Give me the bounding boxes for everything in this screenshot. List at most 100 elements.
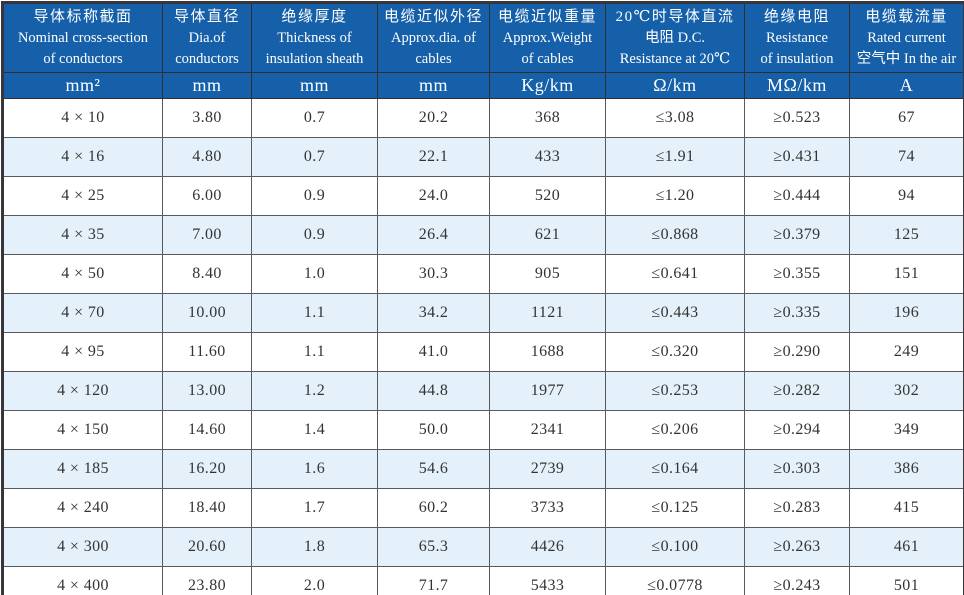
cell-approx-diameter: 34.2 xyxy=(377,293,490,333)
cell-approx-diameter: 20.2 xyxy=(377,98,490,138)
column-header-approx-diameter-line: 电缆近似外径 xyxy=(383,8,483,25)
cell-rated-current: 196 xyxy=(849,293,964,333)
cell-insulation-resistance: ≥0.282 xyxy=(744,371,850,411)
cell-conductor-diameter: 11.60 xyxy=(162,332,252,372)
cell-approx-weight: 1977 xyxy=(489,371,606,411)
cell-insulation-resistance: ≥0.335 xyxy=(744,293,850,333)
column-header-insulation-thickness: 绝缘厚度 Thickness of insulation sheath xyxy=(251,2,378,73)
cell-insulation-resistance: ≥0.431 xyxy=(744,137,850,177)
cell-approx-diameter: 54.6 xyxy=(377,449,490,489)
unit-cell-approx-weight: Kg/km xyxy=(489,72,606,99)
unit-cell-conductor-diameter: mm xyxy=(162,72,252,99)
column-header-insulation-resistance-line: Resistance xyxy=(765,29,828,46)
table-row: 4 × 35 7.00 0.9 26.4 621 ≤0.868 ≥0.379 125 xyxy=(2,215,964,255)
unit-row: mm² mm mm mm Kg/km Ω/km MΩ/km A xyxy=(2,72,964,99)
cell-conductor-diameter: 4.80 xyxy=(162,137,252,177)
cell-insulation-resistance: ≥0.355 xyxy=(744,254,850,294)
cell-rated-current: 302 xyxy=(849,371,964,411)
cell-approx-weight: 2341 xyxy=(489,410,606,450)
cell-insulation-thickness: 0.7 xyxy=(251,137,378,177)
cell-rated-current: 74 xyxy=(849,137,964,177)
cell-approx-diameter: 65.3 xyxy=(377,527,490,567)
cell-insulation-thickness: 0.9 xyxy=(251,215,378,255)
cell-dc-resistance: ≤0.0778 xyxy=(605,566,745,595)
cell-dc-resistance: ≤0.100 xyxy=(605,527,745,567)
cell-dc-resistance: ≤0.868 xyxy=(605,215,745,255)
cell-rated-current: 151 xyxy=(849,254,964,294)
cell-dc-resistance: ≤0.443 xyxy=(605,293,745,333)
unit-cell-dc-resistance: Ω/km xyxy=(605,72,745,99)
cell-cross-section: 4 × 70 xyxy=(2,293,163,333)
cell-rated-current: 349 xyxy=(849,410,964,450)
cell-approx-diameter: 41.0 xyxy=(377,332,490,372)
cell-insulation-thickness: 1.8 xyxy=(251,527,378,567)
cell-approx-diameter: 44.8 xyxy=(377,371,490,411)
column-header-cross-section-line: Nominal cross-section xyxy=(17,29,149,46)
cell-dc-resistance: ≤1.91 xyxy=(605,137,745,177)
cell-cross-section: 4 × 50 xyxy=(2,254,163,294)
table-row: 4 × 25 6.00 0.9 24.0 520 ≤1.20 ≥0.444 94 xyxy=(2,176,964,216)
table-row: 4 × 240 18.40 1.7 60.2 3733 ≤0.125 ≥0.283 415 xyxy=(2,488,964,528)
cell-approx-weight: 3733 xyxy=(489,488,606,528)
column-header-approx-weight-line: Approx.Weight xyxy=(502,29,593,46)
cell-approx-weight: 2739 xyxy=(489,449,606,489)
cell-cross-section: 4 × 35 xyxy=(2,215,163,255)
cell-approx-diameter: 50.0 xyxy=(377,410,490,450)
cell-approx-weight: 5433 xyxy=(489,566,606,595)
table-row: 4 × 70 10.00 1.1 34.2 1121 ≤0.443 ≥0.335 196 xyxy=(2,293,964,333)
unit-cell-rated-current: A xyxy=(849,72,964,99)
cell-cross-section: 4 × 10 xyxy=(2,98,163,138)
cell-conductor-diameter: 20.60 xyxy=(162,527,252,567)
cell-dc-resistance: ≤0.320 xyxy=(605,332,745,372)
column-header-approx-diameter-line: cables xyxy=(415,50,452,67)
cell-insulation-resistance: ≥0.290 xyxy=(744,332,850,372)
cell-insulation-thickness: 0.7 xyxy=(251,98,378,138)
cell-dc-resistance: ≤0.253 xyxy=(605,371,745,411)
table-row: 4 × 50 8.40 1.0 30.3 905 ≤0.641 ≥0.355 151 xyxy=(2,254,964,294)
cell-dc-resistance: ≤1.20 xyxy=(605,176,745,216)
cell-insulation-thickness: 1.4 xyxy=(251,410,378,450)
cell-conductor-diameter: 6.00 xyxy=(162,176,252,216)
column-header-rated-current-line: Rated current xyxy=(867,29,946,46)
cell-insulation-resistance: ≥0.523 xyxy=(744,98,850,138)
cell-insulation-resistance: ≥0.379 xyxy=(744,215,850,255)
table-row: 4 × 10 3.80 0.7 20.2 368 ≤3.08 ≥0.523 67 xyxy=(2,98,964,138)
column-header-cross-section-line: 导体标称截面 xyxy=(33,8,133,25)
column-header-conductor-diameter-line: 导体直径 xyxy=(173,8,240,25)
unit-cell-cross-section: mm² xyxy=(2,72,163,99)
cell-approx-weight: 368 xyxy=(489,98,606,138)
cell-cross-section: 4 × 25 xyxy=(2,176,163,216)
cell-cross-section: 4 × 240 xyxy=(2,488,163,528)
cell-rated-current: 249 xyxy=(849,332,964,372)
cell-insulation-thickness: 1.2 xyxy=(251,371,378,411)
table-body: 4 × 10 3.80 0.7 20.2 368 ≤3.08 ≥0.523 67 4 × 16 4… xyxy=(2,98,964,595)
cell-insulation-thickness: 1.7 xyxy=(251,488,378,528)
column-header-dc-resistance-line: 20℃时导体直流 xyxy=(615,8,735,25)
column-header-insulation-thickness-line: 绝缘厚度 xyxy=(281,8,348,25)
column-header-approx-weight-line: 电缆近似重量 xyxy=(497,8,597,25)
table-row: 4 × 150 14.60 1.4 50.0 2341 ≤0.206 ≥0.294 349 xyxy=(2,410,964,450)
column-header-approx-weight-line: of cables xyxy=(521,50,574,67)
cell-conductor-diameter: 18.40 xyxy=(162,488,252,528)
cell-dc-resistance: ≤0.164 xyxy=(605,449,745,489)
cell-approx-diameter: 60.2 xyxy=(377,488,490,528)
cell-insulation-thickness: 0.9 xyxy=(251,176,378,216)
column-header-insulation-resistance: 绝缘电阻 Resistance of insulation xyxy=(744,2,850,73)
column-header-rated-current-line: 电缆载流量 xyxy=(865,8,948,25)
cell-cross-section: 4 × 120 xyxy=(2,371,163,411)
column-header-approx-diameter-line: Approx.dia. of xyxy=(391,29,476,46)
cell-cross-section: 4 × 400 xyxy=(2,566,163,595)
cell-insulation-thickness: 1.1 xyxy=(251,293,378,333)
cell-cross-section: 4 × 95 xyxy=(2,332,163,372)
cell-insulation-resistance: ≥0.294 xyxy=(744,410,850,450)
column-header-dc-resistance: 20℃时导体直流 电阻 D.C. Resistance at 20℃ xyxy=(605,2,745,73)
cell-approx-diameter: 30.3 xyxy=(377,254,490,294)
cell-rated-current: 501 xyxy=(849,566,964,595)
cell-cross-section: 4 × 300 xyxy=(2,527,163,567)
cell-rated-current: 461 xyxy=(849,527,964,567)
column-header-rated-current-line: 空气中 In the air xyxy=(856,50,957,67)
cell-dc-resistance: ≤0.641 xyxy=(605,254,745,294)
cell-rated-current: 415 xyxy=(849,488,964,528)
cell-insulation-resistance: ≥0.263 xyxy=(744,527,850,567)
table-row: 4 × 300 20.60 1.8 65.3 4426 ≤0.100 ≥0.263 461 xyxy=(2,527,964,567)
